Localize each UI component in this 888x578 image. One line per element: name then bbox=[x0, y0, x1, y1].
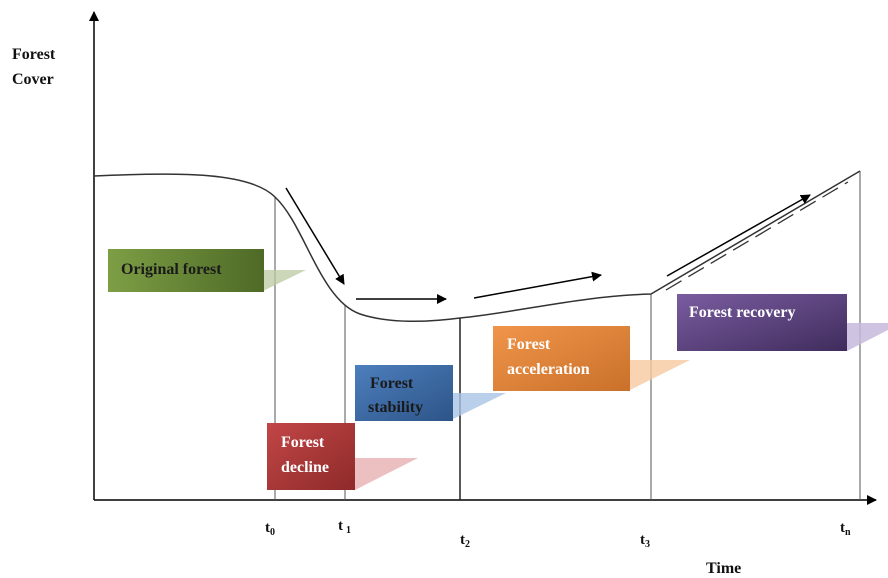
stage-original-forest-label: Original forest bbox=[121, 261, 222, 278]
stage-forest-acceleration: Forest acceleration bbox=[493, 326, 690, 391]
stage-forest-stability-label-line2: stability bbox=[368, 399, 423, 416]
recovery-projection-dashed bbox=[665, 181, 849, 291]
tick-label-t0: t0 bbox=[265, 520, 275, 538]
stage-forest-decline-shadow bbox=[355, 458, 418, 490]
recovery-arrow bbox=[666, 194, 811, 277]
stage-forest-recovery-box bbox=[677, 294, 847, 351]
x-axis-title: Time bbox=[706, 560, 741, 577]
tick-label-t2: t2 bbox=[460, 532, 470, 550]
stage-original-forest-box bbox=[108, 249, 264, 292]
stage-forest-stability-shadow bbox=[453, 393, 506, 419]
stage-forest-recovery-shadow bbox=[847, 323, 888, 351]
stage-forest-stability-label-line1: Forest bbox=[370, 375, 414, 392]
tick-label-t3: t3 bbox=[640, 532, 650, 550]
stage-original-forest: Original forest bbox=[108, 249, 306, 292]
stage-forest-recovery-label: Forest recovery bbox=[689, 304, 795, 321]
forest-cover-curve bbox=[93, 170, 861, 323]
stage-forest-decline-label-line2: decline bbox=[281, 459, 329, 476]
stage-forest-stability: Forest stability bbox=[355, 365, 506, 421]
stage-forest-acceleration-shadow bbox=[630, 360, 690, 390]
stage-forest-decline: Forest decline bbox=[267, 423, 418, 490]
stage-forest-decline-box bbox=[267, 423, 355, 490]
stage-forest-acceleration-box bbox=[493, 326, 630, 391]
acceleration-arrow bbox=[473, 271, 602, 299]
stage-original-forest-shadow bbox=[263, 270, 306, 291]
stage-forest-stability-box bbox=[355, 365, 453, 421]
y-axis-title-line1: Forest bbox=[12, 46, 56, 63]
tick-label-tn: tn bbox=[840, 520, 851, 538]
decline-arrow bbox=[285, 187, 345, 285]
stage-forest-acceleration-label-line1: Forest bbox=[507, 336, 551, 353]
y-axis-title-line2: Cover bbox=[12, 71, 54, 88]
stage-forest-acceleration-label-line2: acceleration bbox=[507, 361, 590, 378]
stage-forest-decline-label-line1: Forest bbox=[281, 434, 325, 451]
stage-forest-recovery: Forest recovery bbox=[677, 294, 888, 351]
